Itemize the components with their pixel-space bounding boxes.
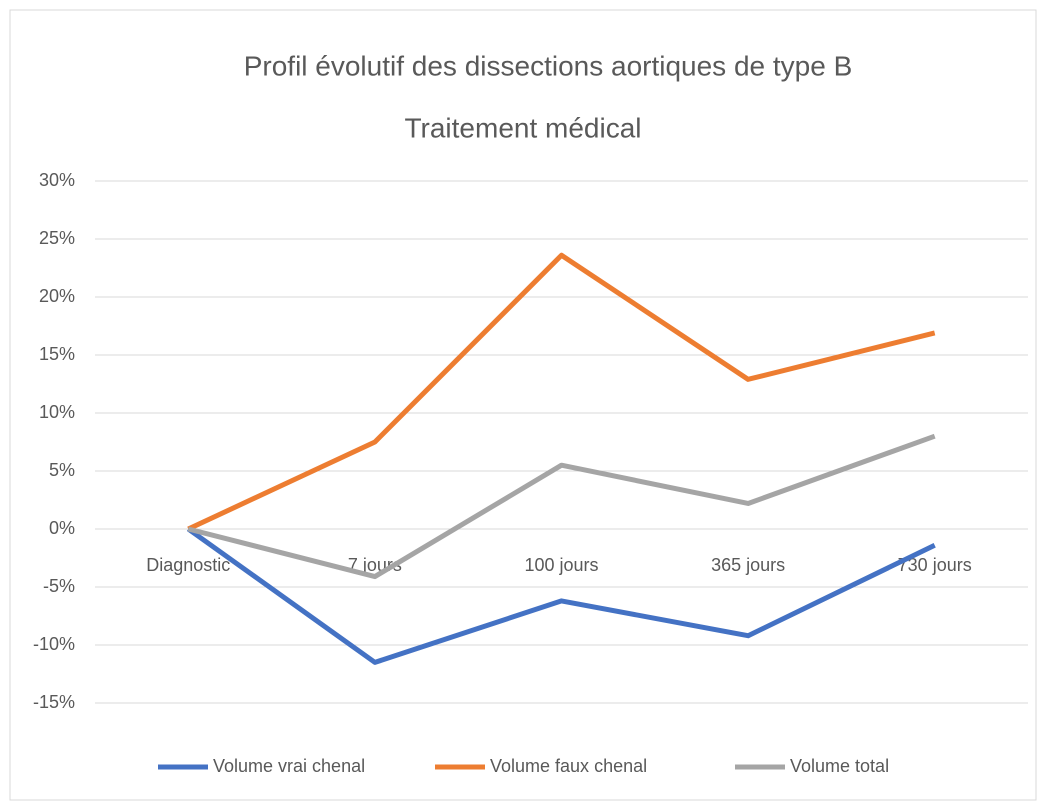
chart-subtitle: Traitement médical xyxy=(404,112,641,143)
x-tick-label: 365 jours xyxy=(711,555,785,575)
chart-title: Profil évolutif des dissections aortique… xyxy=(244,50,853,81)
y-tick-label: 30% xyxy=(39,170,75,190)
series-line xyxy=(186,526,936,665)
y-tick-label: 15% xyxy=(39,344,75,364)
y-tick-label: -15% xyxy=(33,692,75,712)
y-tick-label: -5% xyxy=(43,576,75,596)
series-line xyxy=(187,433,936,580)
x-tick-label: 730 jours xyxy=(898,555,972,575)
y-tick-label: 20% xyxy=(39,286,75,306)
chart-border xyxy=(9,9,1037,801)
legend-label: Volume faux chenal xyxy=(490,756,647,776)
y-tick-label: 25% xyxy=(39,228,75,248)
legend-label: Volume total xyxy=(790,756,889,776)
series-line xyxy=(187,252,936,532)
legend-label: Volume vrai chenal xyxy=(213,756,365,776)
x-tick-label: 100 jours xyxy=(524,555,598,575)
y-tick-label: 10% xyxy=(39,402,75,422)
y-tick-label: 0% xyxy=(49,518,75,538)
x-tick-label: Diagnostic xyxy=(146,555,230,575)
y-tick-label: -10% xyxy=(33,634,75,654)
y-tick-label: 5% xyxy=(49,460,75,480)
